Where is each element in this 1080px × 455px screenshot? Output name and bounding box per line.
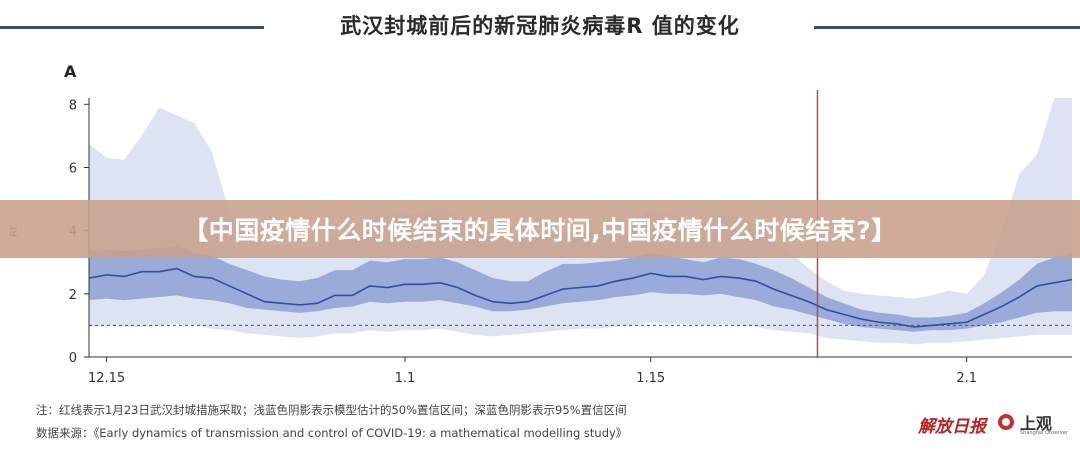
jiefang-daily-logo: 解放日报 <box>918 417 986 437</box>
panel-label: A <box>64 62 77 81</box>
shanghai-observer-logo-subtitle: Shanghai Observer <box>1020 430 1068 436</box>
title-rule-left <box>0 26 264 29</box>
median-rt-line <box>88 267 1073 328</box>
footnote: 注：红线表示1月23日武汉封城措施采取；浅蓝色阴影表示模型估计的50%置信区间；… <box>36 403 627 417</box>
x-tick-label: 1.15 <box>636 371 665 386</box>
overlay-banner: 【中国疫情什么时候结束的具体时间,中国疫情什么时候结束?】 <box>0 200 1080 258</box>
overlay-banner-text: 【中国疫情什么时候结束的具体时间,中国疫情什么时候结束?】 <box>183 216 897 245</box>
source-citation: 数据来源：《Early dynamics of transmission and… <box>36 426 628 440</box>
x-tick-label: 12.15 <box>88 371 125 386</box>
y-tick-label: 0 <box>69 351 77 366</box>
y-tick-label: 6 <box>69 161 77 176</box>
y-tick-label: 8 <box>69 98 77 113</box>
shanghai-observer-logo-icon <box>998 414 1014 430</box>
title-rule-right <box>814 26 1080 29</box>
x-tick-label: 1.1 <box>395 371 416 386</box>
shanghai-observer-logo: 上观 <box>1020 414 1053 433</box>
chart-title: 武汉封城前后的新冠肺炎病毒R 值的变化 <box>340 14 740 38</box>
y-tick-label: 2 <box>69 288 77 303</box>
x-tick-label: 2.1 <box>956 371 977 386</box>
